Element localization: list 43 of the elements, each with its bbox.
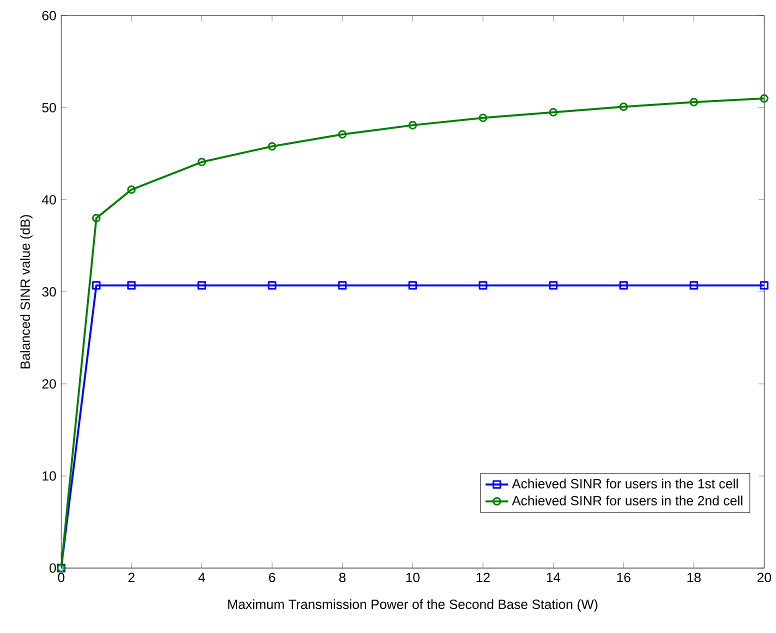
x-axis-title: Maximum Transmission Power of the Second Base Station (W) xyxy=(228,599,598,612)
point xyxy=(198,281,206,290)
point xyxy=(92,214,101,222)
point xyxy=(408,281,417,290)
x-tick-label: 10 xyxy=(406,572,420,582)
point xyxy=(268,142,276,151)
x-tick-label: 6 xyxy=(269,572,276,582)
point xyxy=(338,130,347,139)
x-tick-label: 8 xyxy=(339,572,346,582)
point xyxy=(127,281,136,290)
point xyxy=(408,120,417,130)
x-tick-label: 20 xyxy=(757,572,772,582)
x-tick-label: 16 xyxy=(617,572,630,582)
point xyxy=(619,102,628,112)
x-tick-label: 4 xyxy=(198,572,206,582)
point xyxy=(549,108,558,117)
point xyxy=(760,281,768,290)
legend-label: Achieved SINR for users in the 1st cell xyxy=(512,478,738,488)
x-tick-label: 18 xyxy=(688,572,701,582)
x-tick-label: 14 xyxy=(546,572,560,582)
point xyxy=(549,281,558,290)
y-tick-label: 30 xyxy=(42,287,56,297)
point xyxy=(478,281,488,290)
y-tick-label: 40 xyxy=(42,195,56,205)
point xyxy=(690,98,698,106)
y-axis-title: Balanced SINR value (dB) xyxy=(20,215,33,368)
point xyxy=(92,281,101,290)
y-tick-label: 0 xyxy=(50,563,56,573)
y-tick-label: 50 xyxy=(42,103,56,112)
point xyxy=(198,158,206,166)
point xyxy=(127,185,136,194)
y-tick-label: 60 xyxy=(42,10,56,20)
point xyxy=(478,114,488,122)
y-tick-label: 10 xyxy=(42,471,56,481)
point xyxy=(338,281,347,290)
x-tick-label: 0 xyxy=(58,572,64,582)
point xyxy=(268,281,276,290)
x-tick-label: 12 xyxy=(476,572,490,582)
y-tick-label: 20 xyxy=(42,379,56,389)
x-tick-label: 2 xyxy=(128,572,135,582)
legend-label: Achieved SINR for users in the 2nd cell xyxy=(512,496,742,506)
point xyxy=(619,281,628,290)
point xyxy=(690,281,698,290)
